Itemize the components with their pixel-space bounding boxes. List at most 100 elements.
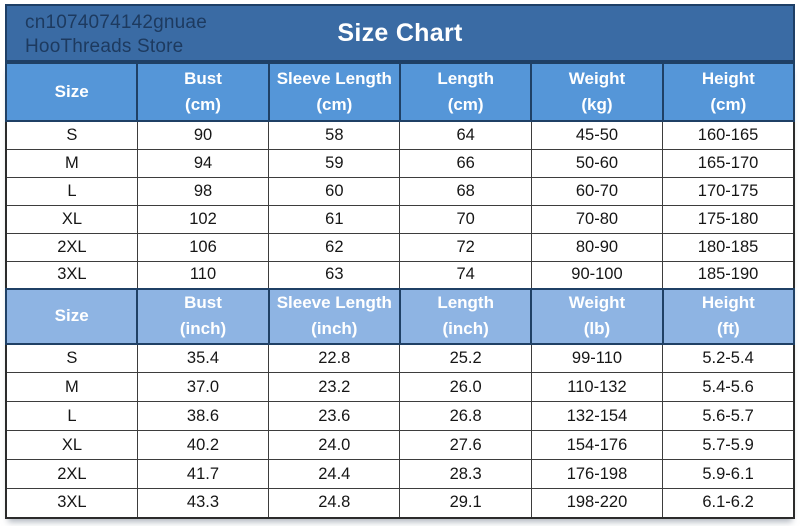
value-cell: 70 — [399, 204, 532, 234]
header-label: Bust — [184, 68, 222, 88]
value-cell: 72 — [399, 232, 532, 262]
value-cell: 60 — [268, 176, 401, 206]
header-label: Height — [701, 293, 755, 312]
header-label: Height — [701, 68, 755, 88]
value-cell: 90-100 — [530, 260, 664, 290]
value-cell: 80-90 — [530, 232, 664, 262]
banner: cn1074074142gnuae HooThreads Store Size … — [5, 4, 795, 62]
value-cell: 24.0 — [268, 430, 401, 461]
header-unit: (inch) — [442, 319, 489, 339]
value-cell: 60-70 — [530, 176, 664, 206]
store-id-line: cn1074074142gnuae — [25, 12, 207, 33]
size-cell: M — [5, 148, 138, 178]
value-cell: 66 — [399, 148, 532, 178]
value-cell: 132-154 — [530, 401, 664, 432]
header-unit: (lb) — [583, 319, 611, 339]
header-unit: (ft) — [716, 319, 740, 339]
header-row-inch: Size Bust (inch) Sleeve Length (inch) Le… — [4, 288, 796, 345]
value-cell: 5.7-5.9 — [662, 430, 795, 461]
column-header-height-ft: Height (ft) — [661, 288, 796, 345]
table-row: 2XL 41.7 24.4 28.3 176-198 5.9-6.1 — [5, 459, 795, 490]
table-row: M 37.0 23.2 26.0 110-132 5.4-5.6 — [5, 372, 795, 403]
value-cell: 43.3 — [136, 488, 270, 519]
header-label: Sleeve Length — [276, 68, 392, 88]
value-cell: 26.8 — [399, 401, 532, 432]
header-label: Weight — [568, 293, 626, 312]
value-cell: 61 — [268, 204, 401, 234]
table-row: XL 102 61 70 70-80 175-180 — [5, 204, 795, 234]
value-cell: 24.8 — [268, 488, 401, 519]
value-cell: 23.6 — [268, 401, 401, 432]
table-row: 3XL 43.3 24.8 29.1 198-220 6.1-6.2 — [5, 488, 795, 519]
value-cell: 29.1 — [399, 488, 532, 519]
value-cell: 63 — [268, 260, 401, 290]
size-cell: XL — [5, 430, 138, 461]
size-cell: 3XL — [5, 260, 138, 290]
size-table-wrapper: Size Bust (cm) Sleeve Length (cm) Length… — [4, 62, 796, 519]
value-cell: 110 — [136, 260, 270, 290]
header-label: Bust — [184, 293, 222, 312]
table-body-cm: S 90 58 64 45-50 160-165 M 94 59 66 50-60 165-170 L 9… — [5, 120, 795, 290]
value-cell: 40.2 — [136, 430, 270, 461]
table-row: L 98 60 68 60-70 170-175 — [5, 176, 795, 206]
column-header-weight-lb: Weight (lb) — [530, 288, 664, 345]
column-header-size: Size — [4, 288, 139, 345]
value-cell: 22.8 — [268, 343, 401, 374]
header-label: Size — [54, 306, 89, 326]
column-header-length-cm: Length (cm) — [398, 62, 533, 122]
value-cell: 198-220 — [530, 488, 664, 519]
table-row: 3XL 110 63 74 90-100 185-190 — [5, 260, 795, 290]
header-row: Size Bust (cm) Sleeve Length (cm) Length… — [4, 62, 796, 122]
value-cell: 98 — [136, 176, 270, 206]
value-cell: 24.4 — [268, 459, 401, 490]
size-cell: L — [5, 401, 138, 432]
header-label: Length — [437, 293, 494, 312]
size-chart-image: cn1074074142gnuae HooThreads Store Size … — [0, 4, 800, 526]
value-cell: 62 — [268, 232, 401, 262]
table-body-inch: S 35.4 22.8 25.2 99-110 5.2-5.4 M 37.0 23.2 26.0 1… — [5, 343, 795, 519]
value-cell: 154-176 — [530, 430, 664, 461]
value-cell: 185-190 — [662, 260, 795, 290]
size-chart-table: Size Bust (cm) Sleeve Length (cm) Length… — [4, 62, 796, 519]
table-row: L 38.6 23.6 26.8 132-154 5.6-5.7 — [5, 401, 795, 432]
value-cell: 106 — [136, 232, 270, 262]
value-cell: 59 — [268, 148, 401, 178]
value-cell: 94 — [136, 148, 270, 178]
value-cell: 45-50 — [530, 120, 664, 150]
value-cell: 102 — [136, 204, 270, 234]
header-unit: (cm) — [710, 95, 747, 114]
value-cell: 5.4-5.6 — [662, 372, 795, 403]
value-cell: 5.2-5.4 — [662, 343, 795, 374]
table-row: M 94 59 66 50-60 165-170 — [5, 148, 795, 178]
table-row: XL 40.2 24.0 27.6 154-176 5.7-5.9 — [5, 430, 795, 461]
value-cell: 176-198 — [530, 459, 664, 490]
value-cell: 37.0 — [136, 372, 270, 403]
table-row: S 35.4 22.8 25.2 99-110 5.2-5.4 — [5, 343, 795, 374]
header-label: Length — [437, 68, 494, 88]
size-cell: S — [5, 343, 138, 374]
header-unit: (cm) — [447, 95, 484, 114]
value-cell: 58 — [268, 120, 401, 150]
value-cell: 160-165 — [662, 120, 795, 150]
value-cell: 5.6-5.7 — [662, 401, 795, 432]
value-cell: 35.4 — [136, 343, 270, 374]
value-cell: 90 — [136, 120, 270, 150]
value-cell: 5.9-6.1 — [662, 459, 795, 490]
value-cell: 41.7 — [136, 459, 270, 490]
value-cell: 23.2 — [268, 372, 401, 403]
size-cell: L — [5, 176, 138, 206]
column-header-sleeve-inch: Sleeve Length (inch) — [267, 288, 401, 345]
header-unit: (inch) — [179, 319, 227, 339]
value-cell: 175-180 — [662, 204, 795, 234]
header-unit: (kg) — [581, 95, 613, 114]
column-header-length-inch: Length (inch) — [398, 288, 533, 345]
value-cell: 180-185 — [662, 232, 795, 262]
page-title: Size Chart — [337, 19, 463, 47]
column-header-bust-cm: Bust (cm) — [136, 62, 270, 122]
value-cell: 25.2 — [399, 343, 532, 374]
value-cell: 165-170 — [662, 148, 795, 178]
column-header-size: Size — [4, 62, 139, 122]
size-cell: 2XL — [5, 459, 138, 490]
value-cell: 64 — [399, 120, 532, 150]
table-row: 2XL 106 62 72 80-90 180-185 — [5, 232, 795, 262]
